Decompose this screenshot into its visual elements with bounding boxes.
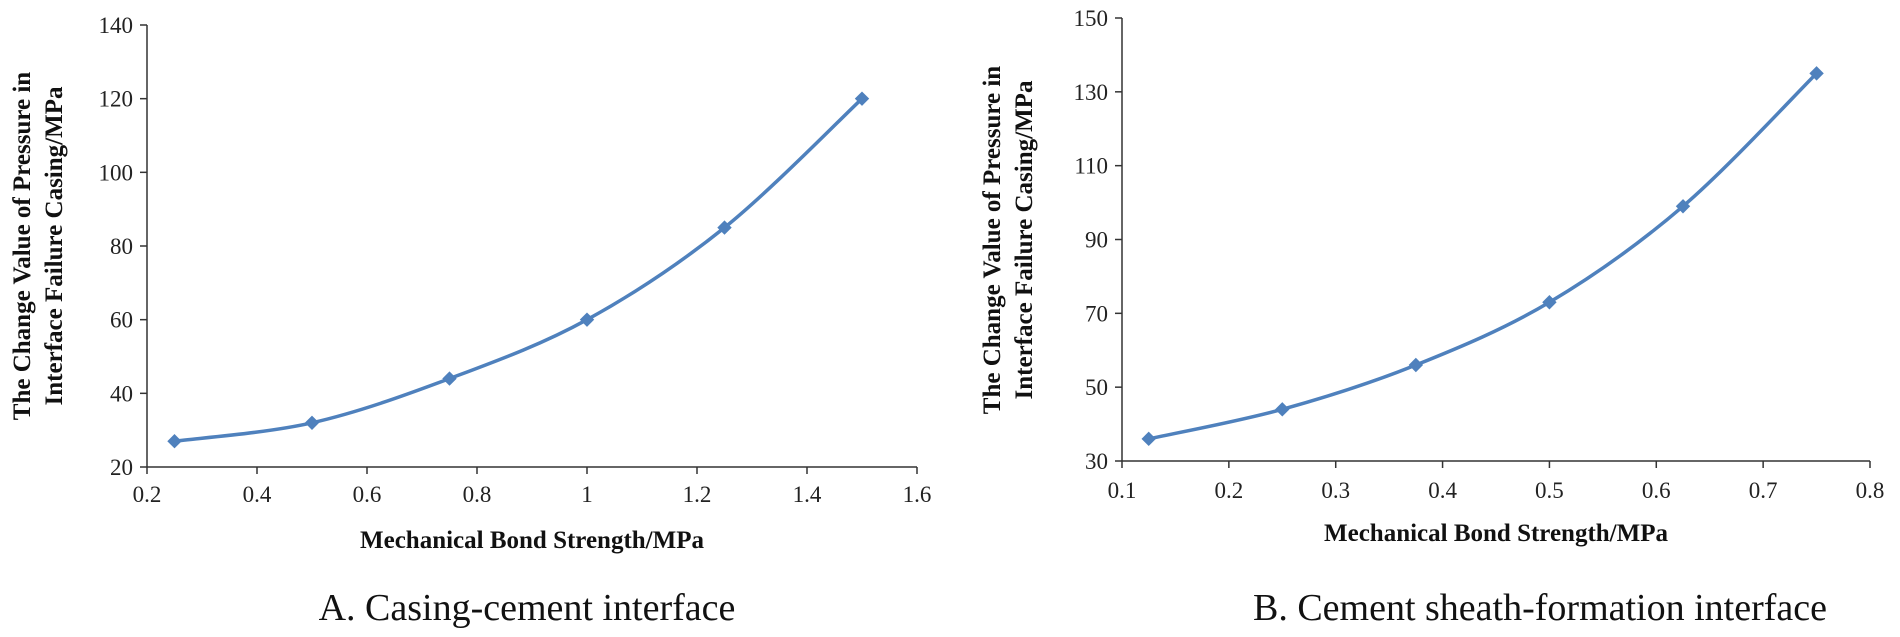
x-tick-label: 0.1	[1108, 478, 1137, 503]
chart-caption: A. Casing-cement interface	[319, 587, 736, 629]
data-point-marker	[1675, 199, 1691, 214]
y-tick-label: 140	[99, 13, 134, 38]
y-axis-title-line-2: Interface Failure Casing/MPa	[41, 86, 68, 405]
y-tick-label: 80	[110, 234, 133, 259]
x-tick-label: 0.6	[353, 482, 382, 507]
chart-caption: B. Cement sheath-formation interface	[1253, 587, 1827, 629]
x-tick-label: 1	[581, 482, 593, 507]
y-tick-label: 60	[110, 308, 133, 333]
x-axis-title: Mechanical Bond Strength/MPa	[360, 527, 704, 554]
y-tick-label: 110	[1074, 154, 1108, 179]
data-point-marker	[167, 434, 182, 449]
x-tick-label: 0.8	[1856, 478, 1885, 503]
y-tick-label: 120	[99, 87, 134, 112]
x-tick-label: 0.5	[1535, 478, 1564, 503]
x-tick-label: 0.8	[463, 482, 492, 507]
y-tick-label: 150	[1074, 6, 1109, 31]
data-point-marker	[1275, 402, 1290, 417]
chart-b: 30 50 70 90 110 130 150 0.1 0.2 0.3 0.4 0.5 0.6 0.7 0.…	[979, 6, 1884, 629]
x-tick-label: 0.3	[1321, 478, 1350, 503]
y-axis-title-line-2: Interface Failure Casing/MPa	[1011, 80, 1038, 399]
data-point-marker	[1141, 431, 1156, 447]
series-line	[172, 96, 864, 443]
x-tick-label: 0.4	[1428, 478, 1457, 503]
data-point-marker	[442, 371, 457, 386]
y-tick-label: 30	[1085, 449, 1108, 474]
y-tick-label: 70	[1085, 301, 1108, 326]
x-tick-label: 0.7	[1749, 478, 1778, 503]
series-line	[1146, 71, 1819, 441]
data-point-marker	[304, 415, 320, 431]
y-tick-label: 20	[110, 455, 133, 480]
x-tick-label: 0.6	[1642, 478, 1671, 503]
x-tick-label: 1.6	[903, 482, 932, 507]
x-tick-label: 0.2	[133, 482, 162, 507]
y-axis-title-line-1: The Change Value of Pressure in	[9, 72, 36, 421]
data-point-marker	[579, 312, 595, 327]
data-point-marker	[854, 91, 870, 106]
y-tick-label: 40	[110, 381, 133, 406]
x-tick-label: 1.2	[683, 482, 712, 507]
data-point-marker	[717, 220, 732, 235]
data-point-marker	[1542, 295, 1557, 310]
x-tick-label: 1.4	[793, 482, 822, 507]
y-tick-label: 130	[1074, 80, 1109, 105]
x-tick-label: 0.4	[243, 482, 272, 507]
y-tick-label: 90	[1085, 228, 1108, 253]
y-tick-label: 50	[1085, 375, 1108, 400]
data-point-marker	[1408, 357, 1424, 373]
y-axis-title-line-1: The Change Value of Pressure in	[979, 66, 1006, 415]
y-tick-label: 100	[99, 160, 134, 185]
x-axis-title: Mechanical Bond Strength/MPa	[1324, 520, 1668, 547]
x-tick-label: 0.2	[1214, 478, 1243, 503]
chart-a: 20 40 60 80 100 120 140 0.2 0.4 0.6 0.8 1 1.2 1.4 1.6 M…	[9, 13, 931, 629]
data-point-marker	[1809, 66, 1824, 81]
